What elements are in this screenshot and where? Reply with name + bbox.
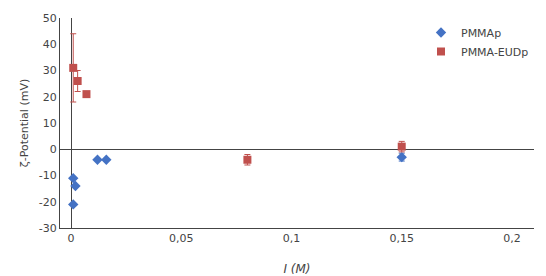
- svg-text:0,1: 0,1: [283, 232, 301, 245]
- svg-text:30: 30: [43, 64, 57, 77]
- svg-text:50: 50: [43, 12, 57, 25]
- svg-text:0,05: 0,05: [169, 232, 194, 245]
- svg-text:0: 0: [68, 232, 75, 245]
- svg-text:10: 10: [43, 117, 57, 130]
- svg-text:I (M): I (M): [283, 262, 310, 276]
- svg-text:PMMA-EUDp: PMMA-EUDp: [461, 46, 528, 59]
- svg-text:PMMAp: PMMAp: [461, 27, 501, 40]
- svg-text:-30: -30: [39, 222, 57, 235]
- svg-text:-10: -10: [39, 169, 57, 182]
- svg-text:20: 20: [43, 91, 57, 104]
- svg-text:40: 40: [43, 38, 57, 51]
- svg-text:0,15: 0,15: [389, 232, 414, 245]
- svg-text:0,2: 0,2: [503, 232, 521, 245]
- svg-text:0: 0: [50, 143, 57, 156]
- svg-text:ζ-Potential (mV): ζ-Potential (mV): [18, 79, 31, 167]
- svg-text:-20: -20: [39, 196, 57, 209]
